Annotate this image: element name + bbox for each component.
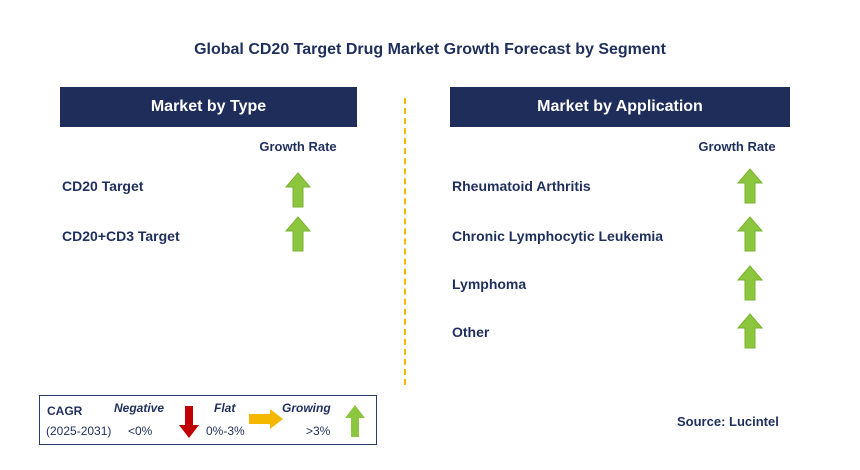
application-panel-header: Market by Application	[450, 87, 790, 127]
type-row-label: CD20+CD3 Target	[62, 228, 180, 244]
source-label: Source: Lucintel	[677, 414, 779, 429]
legend-negative-range: <0%	[128, 424, 153, 438]
application-growth-rate-label: Growth Rate	[698, 139, 776, 154]
growing-arrow-icon	[737, 216, 763, 252]
type-growth-rate-label: Growth Rate	[259, 139, 337, 154]
growing-arrow-icon	[345, 405, 365, 437]
cagr-legend: CAGR (2025-2031) Negative <0% Flat 0%-3%…	[39, 395, 377, 445]
legend-negative-label: Negative	[114, 401, 165, 415]
chart-title: Global CD20 Target Drug Market Growth Fo…	[194, 41, 666, 58]
type-row-label: CD20 Target	[62, 178, 144, 194]
growing-arrow-icon	[285, 216, 311, 252]
panel-divider	[404, 98, 406, 385]
application-row-label: Rheumatoid Arthritis	[452, 178, 591, 194]
growing-arrow-icon	[285, 172, 311, 208]
legend-growing-range: >3%	[306, 424, 331, 438]
legend-flat-range: 0%-3%	[206, 424, 245, 438]
legend-flat-label: Flat	[214, 401, 236, 415]
growing-arrow-icon	[737, 168, 763, 204]
legend-growing-label: Growing	[282, 401, 331, 415]
legend-period: (2025-2031)	[46, 424, 112, 438]
application-row-label: Other	[452, 324, 490, 340]
legend-cagr-label: CAGR	[47, 404, 83, 418]
flat-arrow-icon	[249, 409, 283, 429]
application-row-label: Chronic Lymphocytic Leukemia	[452, 228, 664, 244]
negative-arrow-icon	[179, 406, 199, 438]
growing-arrow-icon	[737, 265, 763, 301]
type-panel-header: Market by Type	[60, 87, 357, 127]
growing-arrow-icon	[737, 313, 763, 349]
application-row-label: Lymphoma	[452, 276, 527, 292]
